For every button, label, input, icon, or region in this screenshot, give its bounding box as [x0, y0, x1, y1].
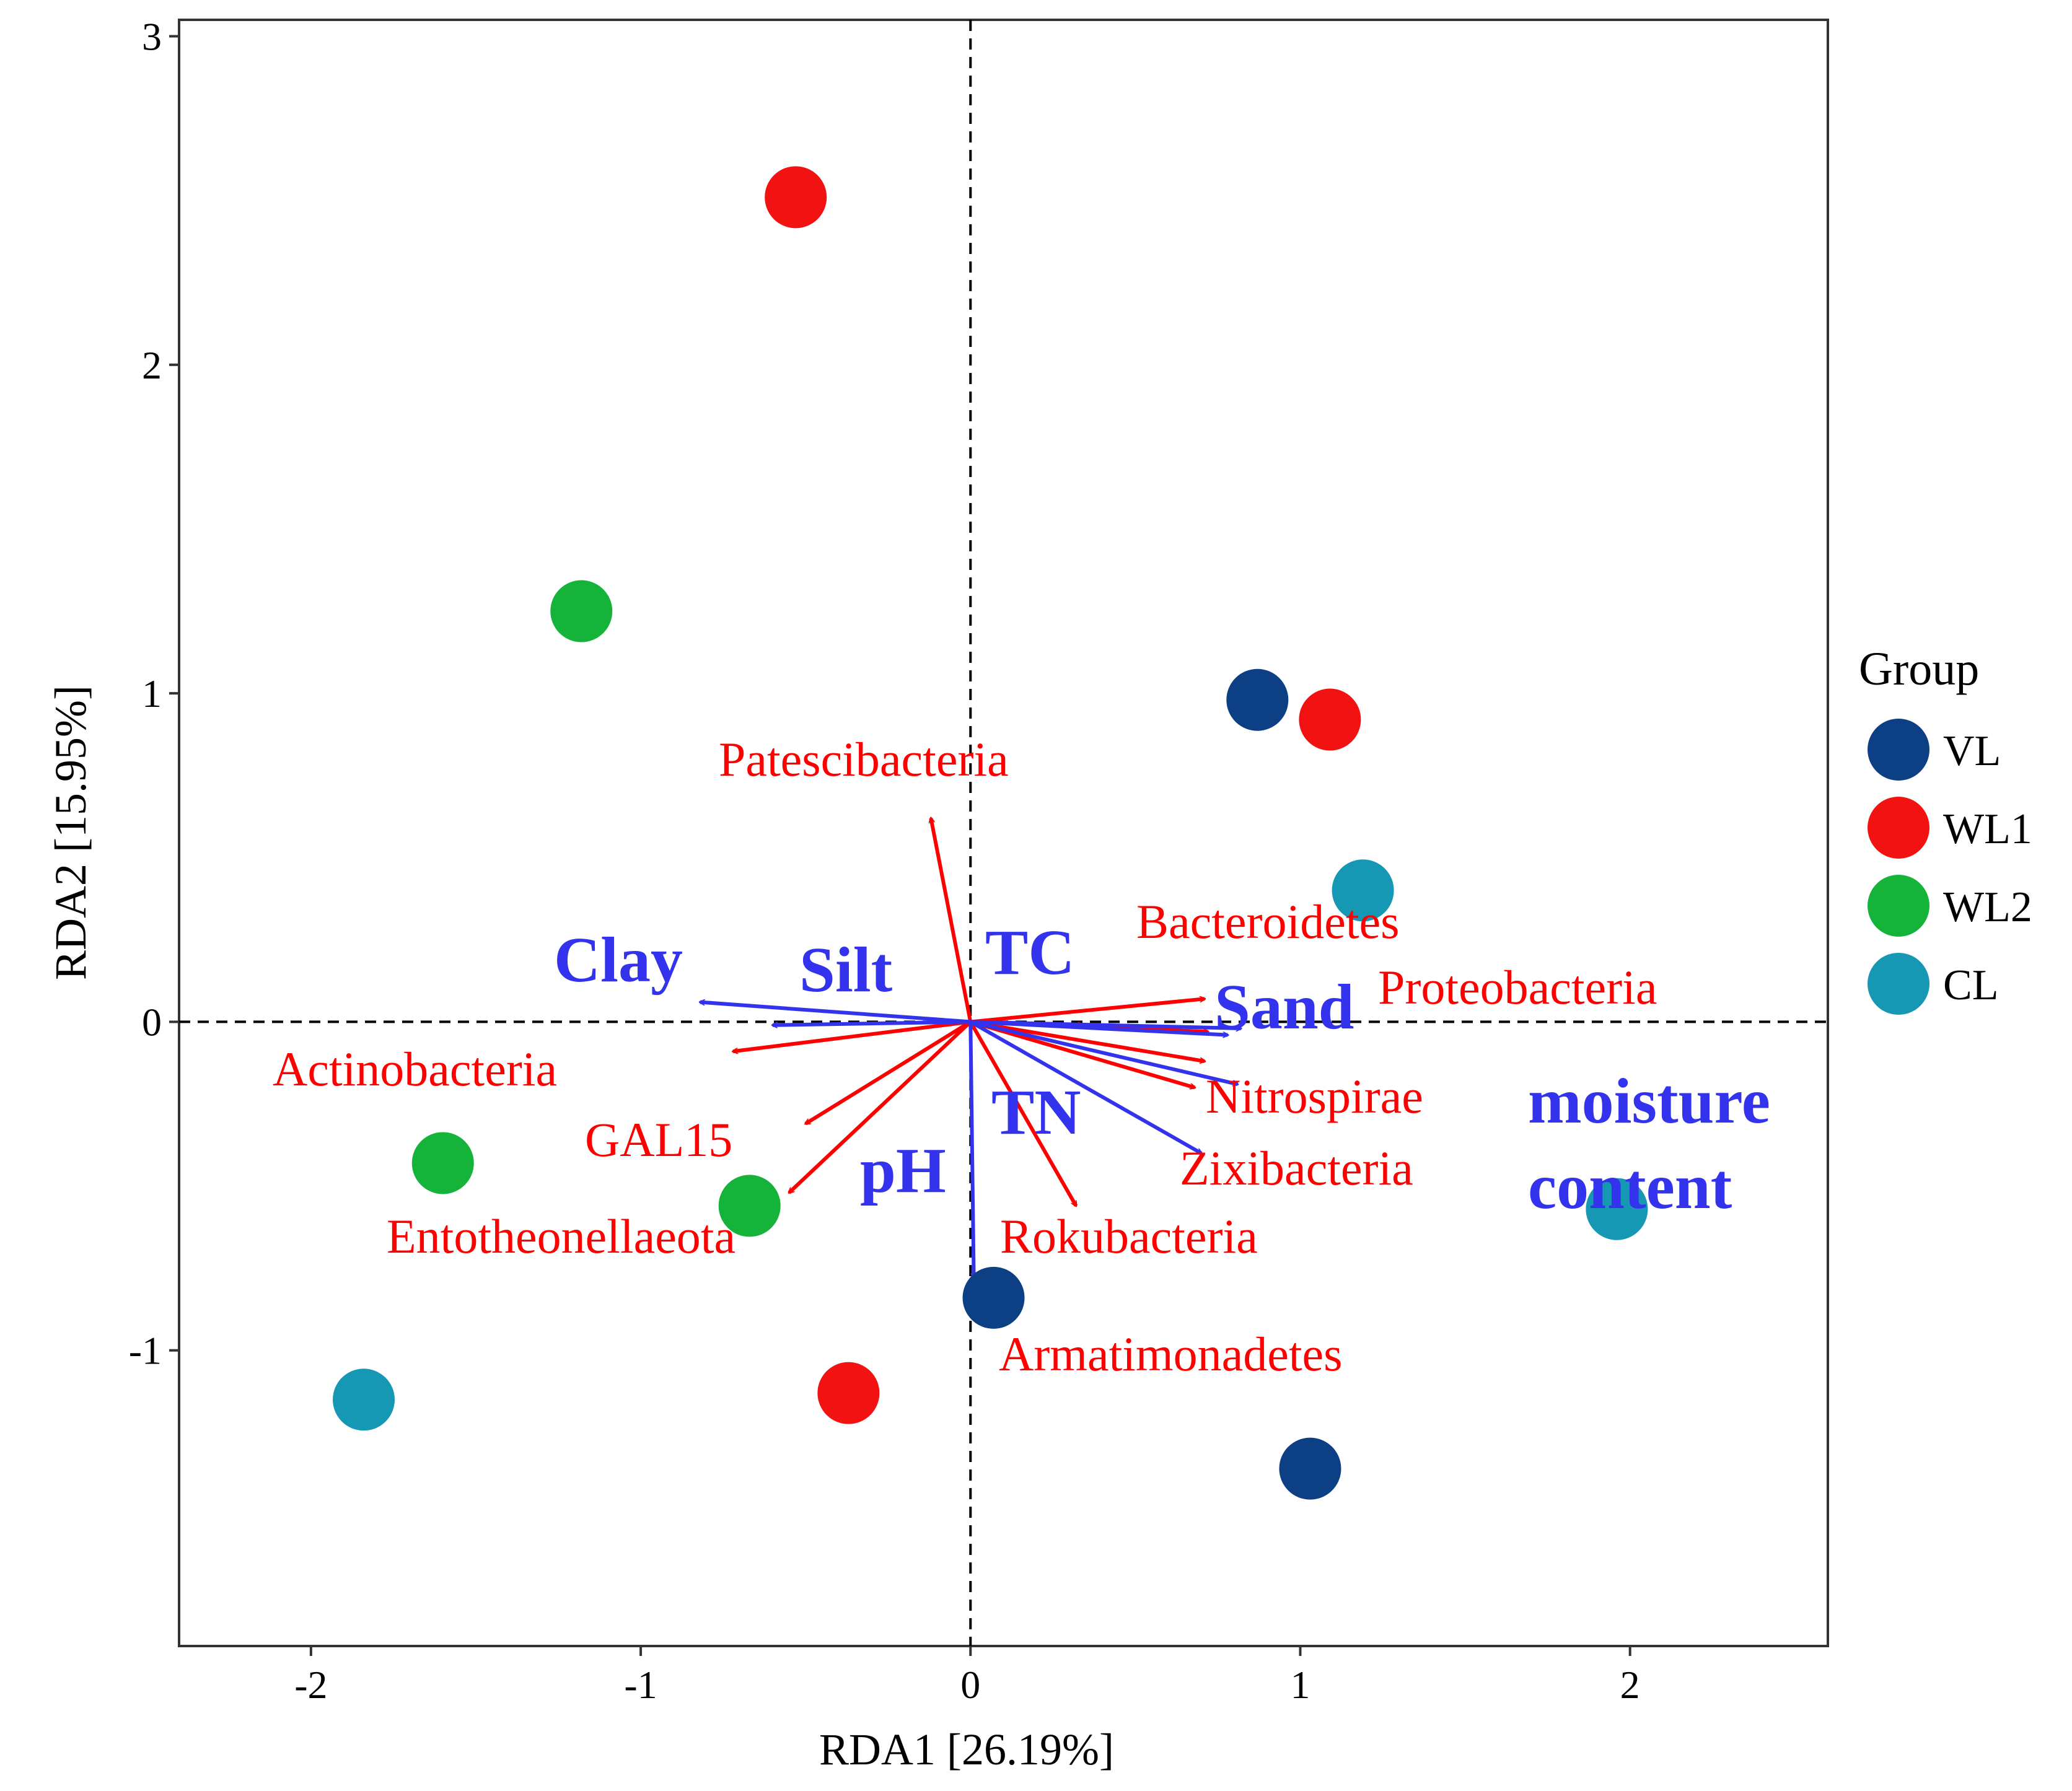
species-label-gal15: GAL15 [585, 1113, 732, 1167]
species-label-proteobacteria: Proteobacteria [1378, 960, 1657, 1014]
x-axis-title: RDA1 [26.19%] [819, 1725, 1114, 1774]
species-label-armatimonadetes: Armatimonadetes [999, 1327, 1343, 1381]
point-wl1 [765, 166, 827, 229]
legend-label-wl1: WL1 [1943, 805, 2032, 853]
plot-panel [178, 19, 1829, 1647]
y-tick-label: 2 [142, 343, 162, 387]
legend: Group VL WL1 WL2 CL [1859, 643, 2032, 1015]
point-vl [1226, 668, 1289, 731]
point-wl2 [550, 580, 613, 642]
legend-key-wl2 [1868, 875, 1929, 937]
species-arrow-gal15 [806, 1020, 972, 1126]
legend-label-cl: CL [1943, 961, 1998, 1009]
x-tick-label: 0 [960, 1663, 980, 1707]
species-label-patescibacteria: Patescibacteria [719, 732, 1009, 786]
env-arrow-sand [970, 1020, 1240, 1028]
point-wl1 [817, 1362, 880, 1424]
point-vl [1279, 1437, 1341, 1500]
x-axis-ticks: -2 -1 0 1 2 [294, 1646, 1640, 1707]
species-arrow-bacteroidetes [970, 999, 1205, 1024]
x-tick-label: 1 [1290, 1663, 1310, 1707]
legend-label-wl2: WL2 [1943, 883, 2032, 931]
env-label-ph: pH [860, 1135, 946, 1206]
env-arrow-moisture [970, 1020, 1237, 1084]
y-tick-label: -1 [129, 1329, 162, 1373]
legend-key-wl1 [1868, 797, 1929, 859]
species-label-rokubacteria: Rokubacteria [1000, 1209, 1258, 1263]
species-arrow-patescibacteria [931, 818, 973, 1022]
env-label-tc: TC [985, 917, 1074, 988]
legend-key-cl [1868, 953, 1929, 1015]
species-label-bacteroidetes: Bacteroidetes [1136, 895, 1399, 948]
legend-key-vl [1868, 719, 1929, 781]
species-arrow-entotheonellaeota [789, 1020, 972, 1193]
legend-label-vl: VL [1943, 727, 2001, 775]
species-arrow-nitrospirae [970, 1020, 1205, 1061]
env-arrow-tn [969, 1020, 1201, 1155]
species-label-nitrospirae: Nitrospirae [1206, 1069, 1423, 1123]
env-arrow-silt [773, 1020, 971, 1025]
species-arrow-zixibacteria [970, 1020, 1195, 1087]
env-arrow-clay [700, 1002, 971, 1024]
legend-title: Group [1859, 643, 1979, 695]
point-wl2 [411, 1132, 474, 1194]
y-tick-label: 1 [142, 672, 162, 716]
y-tick-label: 3 [142, 15, 162, 59]
env-label-silt: Silt [799, 934, 893, 1005]
species-arrow-rokubacteria [968, 1020, 1078, 1206]
env-label-sand: Sand [1214, 971, 1354, 1043]
species-label-zixibacteria: Zixibacteria [1180, 1141, 1413, 1195]
point-wl2 [718, 1175, 781, 1237]
env-label-clay: Clay [554, 924, 683, 996]
point-cl [1332, 859, 1394, 922]
point-cl [333, 1368, 395, 1431]
y-axis-ticks: -1 0 1 2 3 [129, 15, 179, 1373]
env-arrow-ph [968, 1022, 973, 1278]
environment-arrows [700, 1002, 1241, 1278]
environment-labels: Clay Silt TC Sand moisture content TN pH [554, 917, 1770, 1222]
species-labels: Patescibacteria Bacteroidetes Proteobact… [273, 732, 1657, 1381]
sample-points [333, 166, 1648, 1500]
point-cl [1586, 1178, 1648, 1240]
species-label-actinobacteria: Actinobacteria [273, 1042, 557, 1096]
species-label-entotheonellaeota: Entotheonellaeota [387, 1209, 735, 1263]
point-vl [962, 1266, 1025, 1329]
y-tick-label: 0 [142, 1000, 162, 1044]
env-label-tn: TN [991, 1077, 1081, 1148]
point-wl1 [1299, 688, 1361, 751]
y-axis-title: RDA2 [15.95%] [46, 685, 95, 980]
x-tick-label: -1 [624, 1663, 657, 1707]
env-label-moisture: moisture [1528, 1066, 1770, 1137]
x-tick-label: -2 [294, 1663, 327, 1707]
species-arrow-actinobacteria [733, 1020, 971, 1051]
x-tick-label: 2 [1620, 1663, 1640, 1707]
env-label-content: content [1528, 1151, 1732, 1222]
